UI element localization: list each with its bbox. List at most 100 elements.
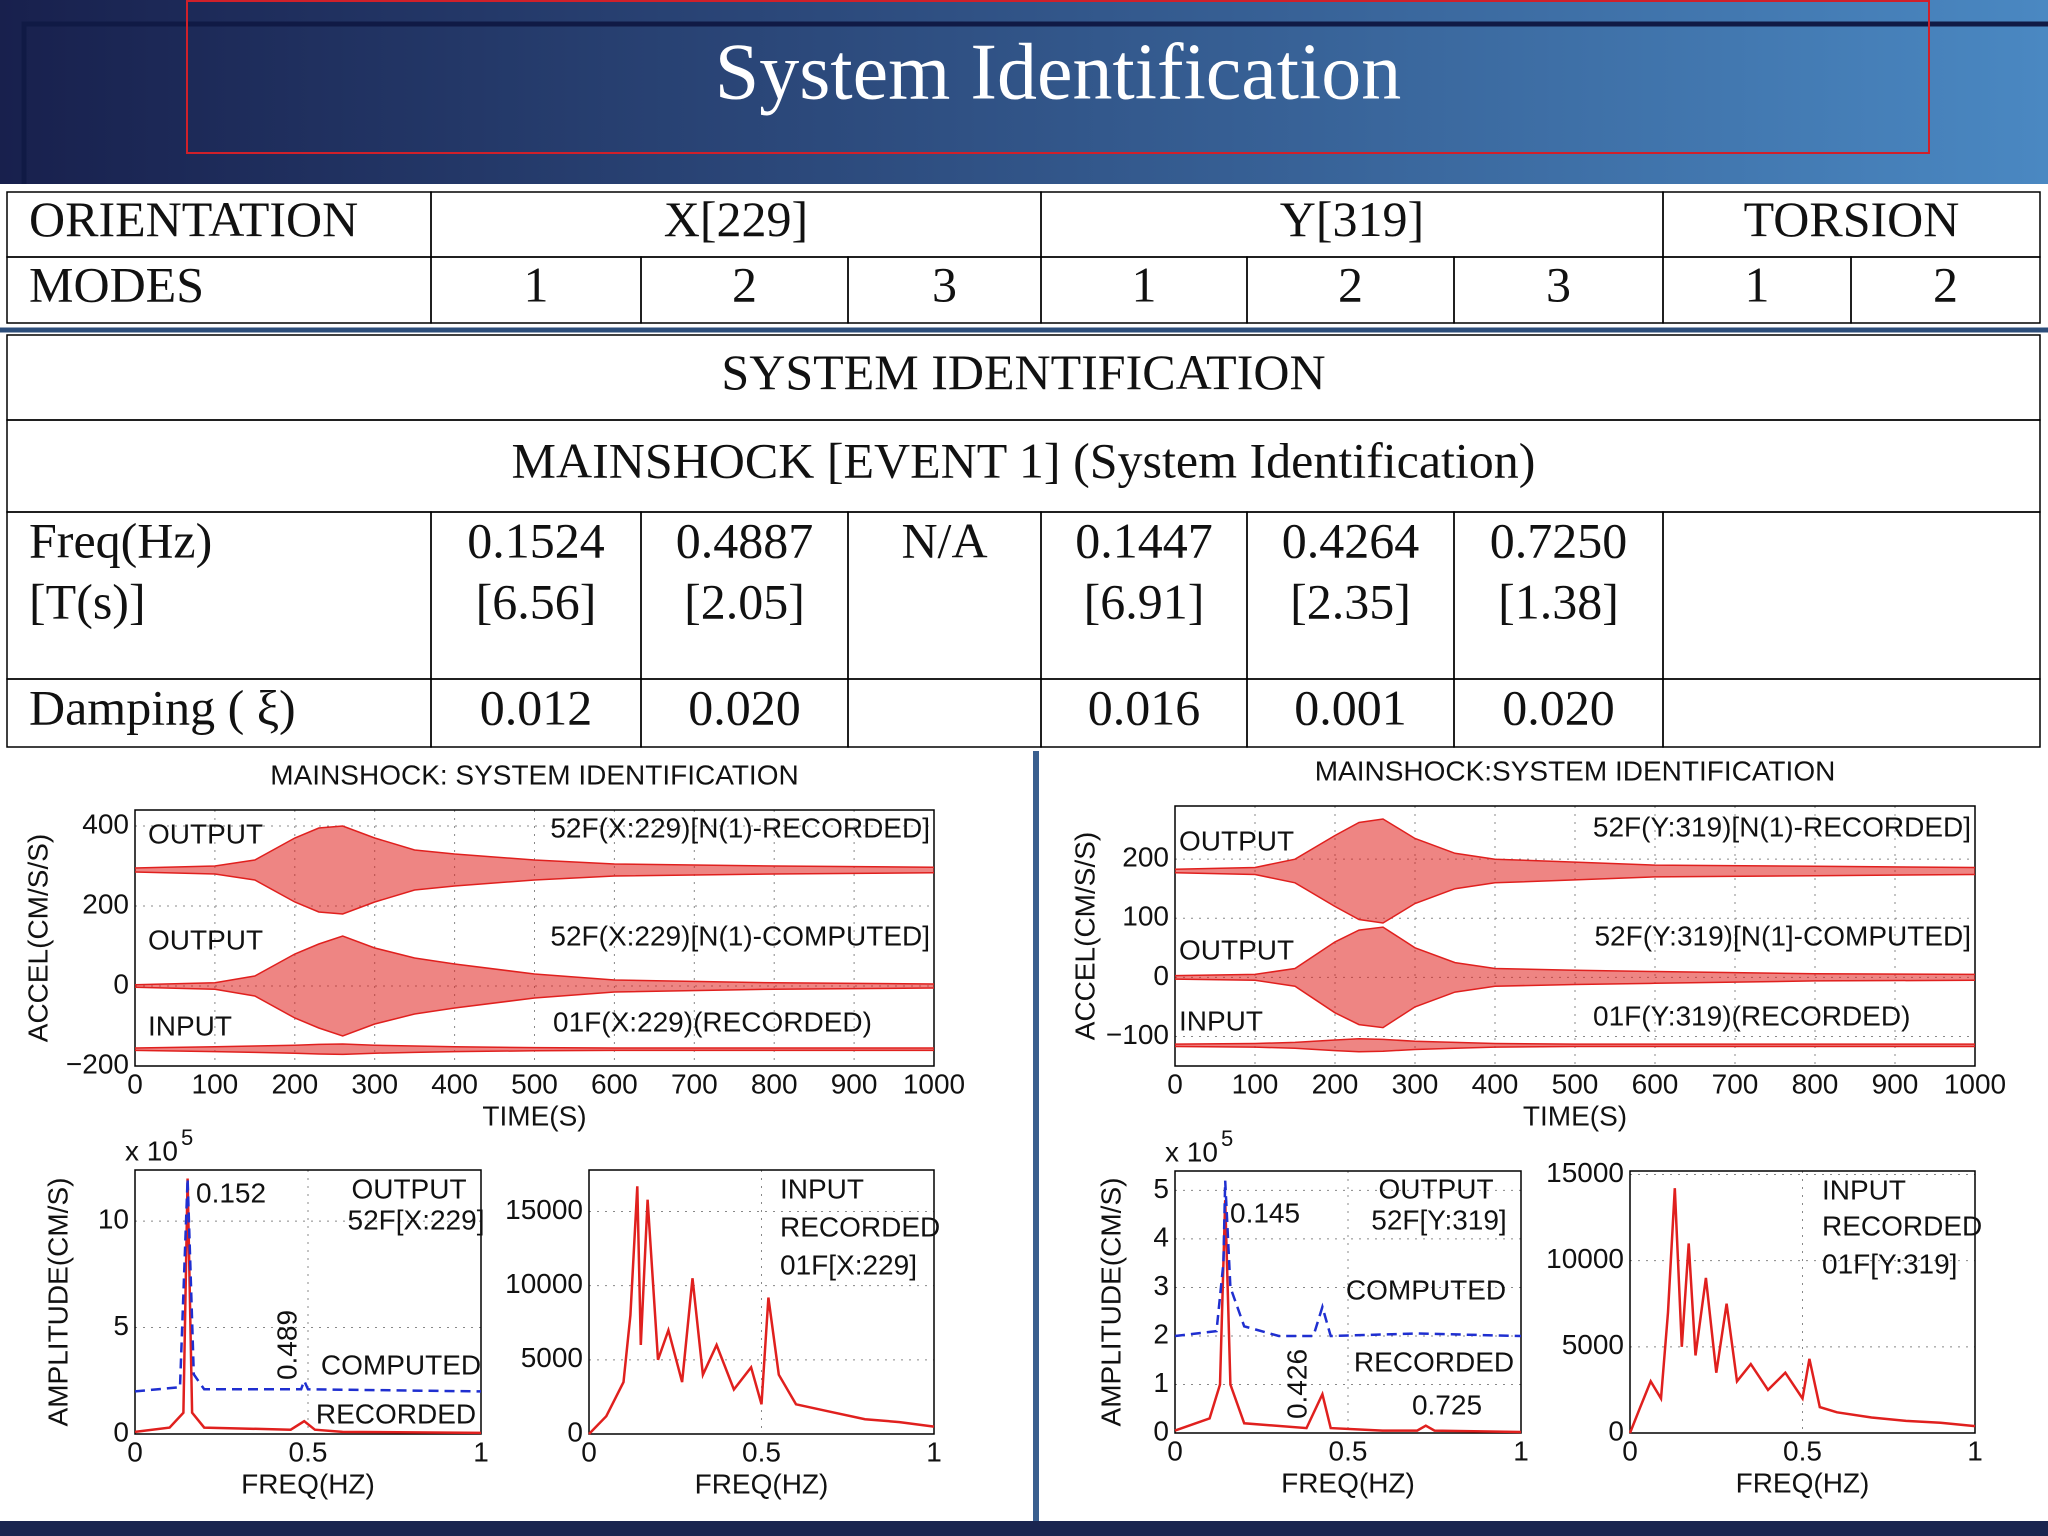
y-tick-label: 10000 [505, 1268, 583, 1299]
x-tick-label: 0.5 [742, 1436, 781, 1467]
x-tick-label: 400 [431, 1068, 478, 1099]
signal-lower [134, 986, 935, 1037]
x-axis-label: FREQ(HZ) [695, 1468, 829, 1499]
table-text: 3 [932, 256, 957, 312]
table-text: [6.56] [476, 573, 597, 629]
series-name: RECORDED [1354, 1346, 1514, 1377]
y-tick-label: 0 [113, 968, 129, 999]
y-tick-label: 5000 [1562, 1329, 1624, 1360]
table-text: 0.7250 [1490, 512, 1628, 568]
y-axis-label: AMPLITUDE(CM/S) [42, 1178, 73, 1427]
series-label: OUTPUT [148, 924, 263, 955]
x-tick-label: 0.5 [1329, 1435, 1368, 1466]
table-text: MODES [29, 256, 204, 312]
series-label: OUTPUT [1179, 934, 1294, 965]
annotation: RECORDED [780, 1211, 940, 1242]
x-tick-label: 900 [1872, 1068, 1919, 1099]
x-axis-label: FREQ(HZ) [241, 1468, 375, 1499]
chart-title: MAINSHOCK: SYSTEM IDENTIFICATION [270, 759, 798, 790]
x-tick-label: 700 [1712, 1068, 1759, 1099]
table-text: 0.4264 [1282, 512, 1420, 568]
scale-power: 5 [1221, 1126, 1233, 1151]
signal-upper [134, 1043, 934, 1049]
title-box [186, 0, 1930, 154]
x-tick-label: 500 [1552, 1068, 1599, 1099]
y-tick-label: 100 [1122, 901, 1169, 932]
y-tick-label: 3 [1153, 1270, 1169, 1301]
annotation: INPUT [1822, 1174, 1906, 1205]
y-tick-label: 200 [1122, 842, 1169, 873]
spectrum-line [134, 1178, 482, 1435]
table-text: 0.1447 [1075, 512, 1213, 568]
annotation: OUTPUT [351, 1173, 466, 1204]
table-text: 0.016 [1088, 679, 1201, 735]
spectrum-line [134, 1178, 482, 1393]
plot-frame [1174, 1170, 1522, 1434]
table-cell [1662, 678, 2041, 748]
signal-upper [134, 935, 935, 986]
y-tick-label: 0 [113, 1416, 129, 1447]
x-tick-label: 700 [671, 1068, 718, 1099]
footer-band [0, 1521, 2048, 1536]
y-axis-label: ACCEL(CM/S/S) [22, 834, 53, 1042]
x-tick-label: 200 [271, 1068, 318, 1099]
signal-upper [1174, 926, 1976, 977]
x-tick-label: 1 [473, 1436, 489, 1467]
series-name: 52F(X:229)[N(1)-RECORDED] [550, 812, 930, 843]
x-tick-label: 400 [1472, 1068, 1519, 1099]
spectrum-line [1174, 1180, 1522, 1338]
series-name: COMPUTED [1346, 1274, 1506, 1305]
table-text: [2.35] [1290, 573, 1411, 629]
signal-envelope [135, 936, 934, 1036]
table-text: [6.91] [1084, 573, 1205, 629]
series-label: INPUT [1179, 1005, 1263, 1036]
table-text: X[229] [664, 191, 808, 247]
divider [1033, 751, 1039, 1521]
y-tick-label: 0 [1153, 960, 1169, 991]
signal-lower [134, 871, 935, 915]
annotation: RECORDED [1822, 1210, 1982, 1241]
signal-envelope [135, 826, 934, 914]
x-axis-label: TIME(S) [482, 1100, 586, 1131]
table-text: 1 [524, 256, 549, 312]
table-text: 0.4887 [676, 512, 814, 568]
scale-label: x 10 [125, 1135, 178, 1166]
x-tick-label: 0.5 [289, 1436, 328, 1467]
y-axis-label: ACCEL(CM/S/S) [1069, 832, 1100, 1040]
annotation: 52F[X:229] [348, 1204, 485, 1235]
y-tick-label: 4 [1153, 1221, 1169, 1252]
y-tick-label: 0 [567, 1416, 583, 1447]
series-name: 52F(Y:319)[N(1)-RECORDED] [1593, 811, 1971, 842]
annotation: 0.426 [1281, 1349, 1312, 1419]
table-text: 0.012 [480, 679, 593, 735]
series-name: RECORDED [316, 1398, 476, 1429]
x-tick-label: 1000 [903, 1068, 965, 1099]
y-tick-label: 0 [1608, 1415, 1624, 1446]
x-tick-label: 0 [1622, 1435, 1638, 1466]
annotation: 01F[Y:319] [1822, 1248, 1957, 1279]
signal-lower [1174, 978, 1976, 1029]
table-text: 1 [1132, 256, 1157, 312]
annotation: 0.489 [271, 1310, 302, 1380]
signal-envelope [135, 1044, 934, 1055]
table-text: 1 [1745, 256, 1770, 312]
series-label: OUTPUT [1179, 825, 1294, 856]
y-tick-label: 5 [1153, 1173, 1169, 1204]
x-tick-label: 1 [1513, 1435, 1529, 1466]
table-text: SYSTEM IDENTIFICATION [721, 344, 1325, 400]
y-tick-label: 400 [82, 808, 129, 839]
annotation: 0.725 [1412, 1389, 1482, 1420]
y-tick-label: −100 [1106, 1019, 1169, 1050]
table-text: TORSION [1744, 191, 1960, 247]
x-tick-label: 900 [831, 1068, 878, 1099]
series-label: OUTPUT [148, 818, 263, 849]
y-tick-label: 15000 [1546, 1157, 1624, 1188]
table-text: 2 [1933, 256, 1958, 312]
annotation: OUTPUT [1378, 1173, 1493, 1204]
signal-envelope [1175, 1038, 1975, 1052]
y-tick-label: 0 [1153, 1415, 1169, 1446]
y-tick-label: 15000 [505, 1194, 583, 1225]
plot-frame [1629, 1170, 1976, 1434]
y-tick-label: 1 [1153, 1367, 1169, 1398]
